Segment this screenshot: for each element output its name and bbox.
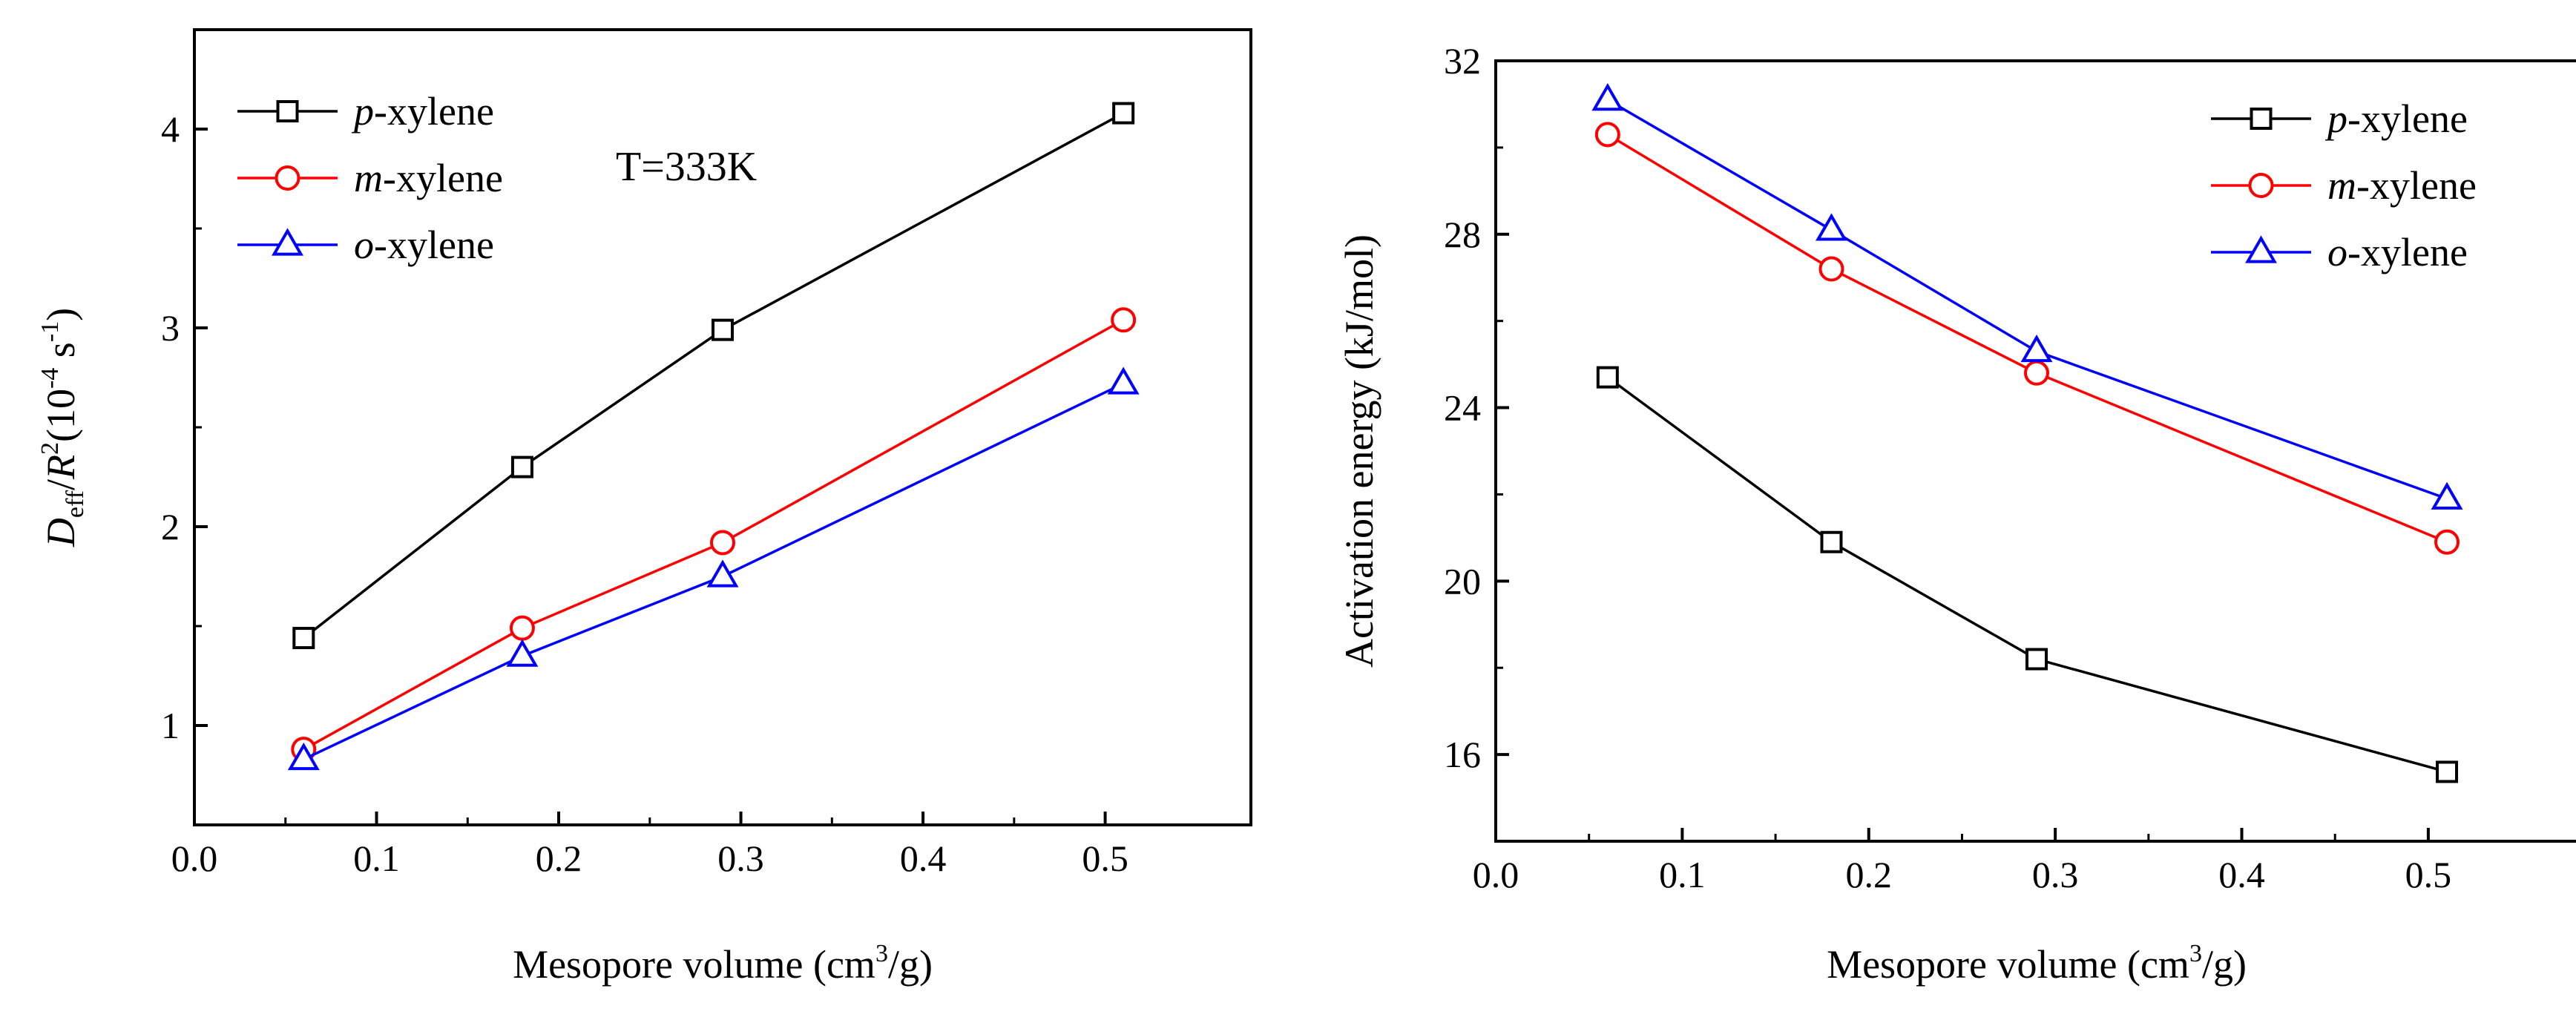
- legend-label-m-xylene: m-xylene: [2327, 163, 2477, 208]
- y-tick-label: 28: [1444, 214, 1481, 255]
- temperature-annotation: T=333K: [616, 144, 757, 190]
- series-m-xylene: [1594, 122, 2460, 555]
- legend-marker-o-xylene: [272, 228, 303, 256]
- y-axis-label: Activation energy (kJ/mol): [1337, 234, 1381, 668]
- right-chart: 0.0 0.1 0.2 0.3 0.4 0.5 16 20 24 28 32 Mesopore vol…: [1337, 40, 2576, 987]
- x-tick-label: 0.3: [2032, 854, 2079, 895]
- data-point-m-xylene: [2434, 529, 2460, 555]
- series-line-o-xylene: [303, 382, 1124, 761]
- x-tick-label: 0.4: [2218, 854, 2265, 895]
- series-p-xylene: [292, 102, 1135, 650]
- series-m-xylene: [291, 307, 1137, 763]
- data-point-o-xylene: [287, 742, 320, 771]
- x-tick-label: 0.2: [1846, 854, 1893, 895]
- legend-marker-m-xylene: [275, 165, 300, 191]
- x-tick-label: 0.0: [1473, 854, 1519, 895]
- data-point-p-xylene: [2025, 648, 2048, 671]
- data-point-o-xylene: [506, 639, 539, 667]
- data-point-m-xylene: [509, 615, 535, 641]
- data-point-o-xylene: [1816, 213, 1847, 241]
- legend-label-m-xylene: m-xylene: [354, 156, 503, 200]
- series-o-xylene: [1591, 82, 2463, 510]
- data-point-m-xylene: [2024, 360, 2049, 386]
- data-point-p-xylene: [1112, 102, 1135, 125]
- data-point-p-xylene: [2436, 760, 2459, 783]
- data-point-m-xylene: [1818, 256, 1844, 282]
- legend-marker-o-xylene: [2245, 235, 2277, 263]
- x-tick-label: 0.1: [1659, 854, 1706, 895]
- data-point-p-xylene: [712, 318, 734, 341]
- series-o-xylene: [287, 366, 1140, 771]
- x-tick-label: 0.1: [353, 838, 400, 879]
- y-tick-label: 20: [1444, 560, 1481, 602]
- legend-label-o-xylene: o-xylene: [354, 223, 494, 267]
- data-point-m-xylene: [710, 530, 735, 556]
- data-point-p-xylene: [292, 627, 315, 650]
- series-line-p-xylene: [303, 112, 1124, 639]
- data-point-o-xylene: [706, 559, 739, 588]
- y-tick-label: 32: [1444, 40, 1481, 82]
- y-tick-label: 2: [161, 506, 180, 547]
- x-tick-label: 0.0: [171, 838, 218, 879]
- data-point-p-xylene: [510, 455, 533, 478]
- legend-marker-m-xylene: [2248, 173, 2274, 198]
- series-line-m-xylene: [1606, 133, 2448, 544]
- series-line-m-xylene: [303, 318, 1124, 751]
- x-tick-label: 0.3: [717, 838, 764, 879]
- data-point-p-xylene: [1596, 366, 1619, 389]
- legend-label-p-xylene: p-xylene: [2324, 96, 2468, 141]
- data-point-o-xylene: [2020, 334, 2053, 363]
- plot-frame: [1494, 59, 2576, 843]
- x-tick-label: 0.2: [536, 838, 582, 879]
- x-tick-label: 0.5: [2405, 854, 2452, 895]
- y-tick-label: 4: [161, 108, 180, 150]
- y-tick-label: 16: [1444, 734, 1481, 775]
- legend-label-p-xylene: p-xylene: [351, 89, 494, 134]
- x-axis-label: Mesopore volume (cm3/g): [1827, 940, 2247, 987]
- x-tick-label: 0.4: [900, 838, 947, 879]
- data-point-m-xylene: [1594, 122, 1620, 148]
- series-line-o-xylene: [1606, 99, 2448, 500]
- data-point-o-xylene: [1107, 366, 1140, 395]
- x-tick-label: 0.5: [1082, 838, 1128, 879]
- x-axis-label: Mesopore volume (cm3/g): [513, 940, 933, 987]
- y-tick-label: 24: [1444, 387, 1481, 429]
- series-line-p-xylene: [1606, 376, 2448, 774]
- y-tick-label: 3: [161, 307, 180, 349]
- y-tick-label: 1: [161, 705, 180, 746]
- data-point-m-xylene: [1111, 307, 1137, 333]
- data-point-o-xylene: [1591, 82, 1624, 111]
- legend-marker-p-xylene: [276, 100, 299, 122]
- data-point-p-xylene: [1820, 530, 1843, 553]
- y-axis-label: Deff/R2(10-4 s-1): [36, 308, 89, 547]
- series-p-xylene: [1596, 366, 2459, 783]
- legend-marker-p-xylene: [2250, 108, 2273, 130]
- left-chart: 0.0 0.1 0.2 0.3 0.4 0.5 1 2 3 4 Mesopore volume (c…: [36, 28, 1252, 987]
- legend-label-o-xylene: o-xylene: [2327, 230, 2468, 274]
- data-point-o-xylene: [2431, 481, 2463, 510]
